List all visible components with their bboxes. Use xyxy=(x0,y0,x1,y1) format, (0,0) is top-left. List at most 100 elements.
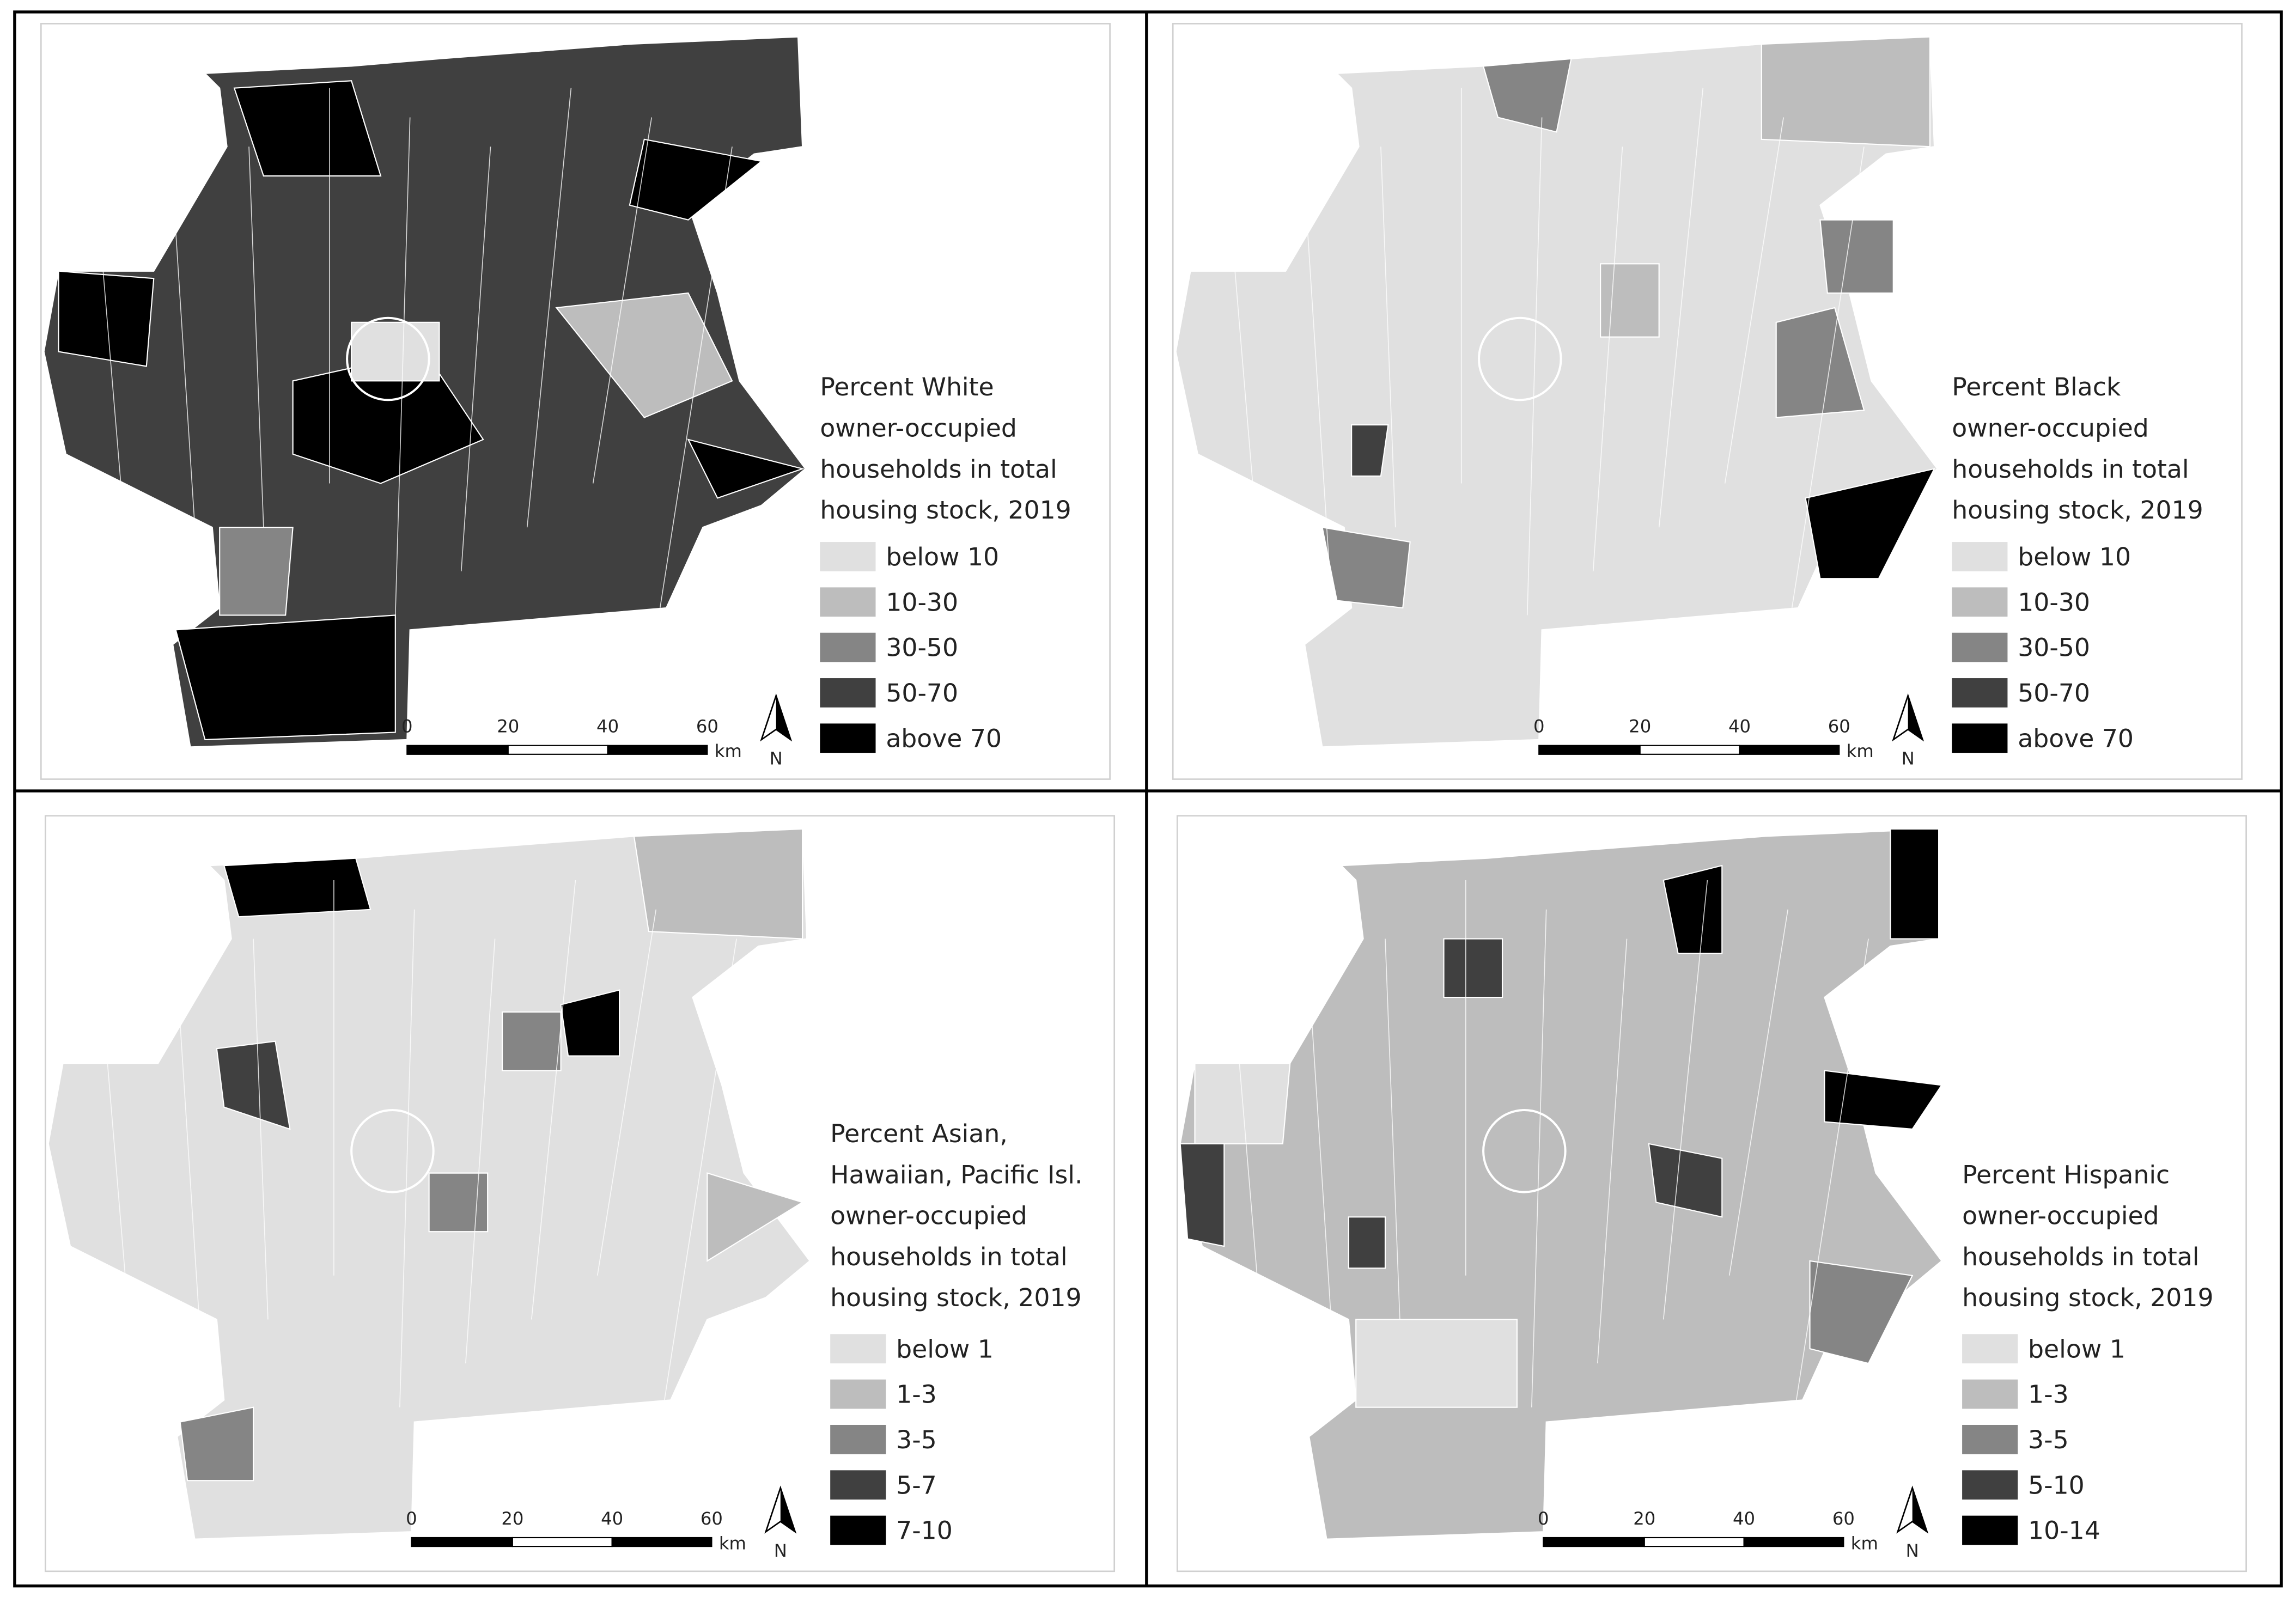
legend-title: owner-occupied xyxy=(830,1202,1027,1230)
tract-border xyxy=(87,88,132,615)
scale-label: 60 xyxy=(701,1508,723,1529)
tract-group xyxy=(501,1011,562,1071)
legend-swatch xyxy=(820,587,876,617)
tract-border xyxy=(1526,117,1543,615)
scale-segment xyxy=(406,745,509,755)
tract-border xyxy=(1592,147,1623,571)
legend-label: 5-7 xyxy=(896,1471,937,1500)
tract-group xyxy=(1648,1143,1723,1218)
city-core xyxy=(1478,316,1562,401)
tract-group xyxy=(351,321,440,382)
legend-label: above 70 xyxy=(886,724,1002,753)
legend-label: 10-14 xyxy=(2028,1516,2100,1545)
city-core xyxy=(1482,1109,1567,1193)
tract-group xyxy=(1890,828,1940,940)
city-core xyxy=(346,316,430,401)
scale-segment xyxy=(507,745,608,755)
scale-segment xyxy=(1643,1537,1745,1547)
tract-border xyxy=(1219,88,1264,615)
legend-title: households in total xyxy=(1962,1242,2199,1271)
scale-label: 40 xyxy=(601,1508,623,1529)
tract-border xyxy=(1300,117,1330,571)
north-label: N xyxy=(1902,748,1915,769)
tract-group xyxy=(1482,58,1572,133)
tract-group xyxy=(1761,36,1931,148)
legend-label: 50-70 xyxy=(2018,679,2090,708)
tract-border xyxy=(1790,147,1865,615)
north-label: N xyxy=(1906,1540,1919,1561)
legend-swatch xyxy=(1962,1424,2018,1454)
legend-label: 3-5 xyxy=(896,1425,937,1454)
tract-border xyxy=(253,938,269,1320)
legend-swatch xyxy=(830,1379,886,1409)
legend-title: Percent White xyxy=(820,373,994,401)
legend-label: 50-70 xyxy=(886,679,958,708)
tract-border xyxy=(1223,880,1269,1407)
tract-border xyxy=(1728,909,1789,1276)
legend-label: 30-50 xyxy=(2018,633,2090,662)
scale-label: 20 xyxy=(1629,716,1651,737)
legend-title: owner-occupied xyxy=(820,413,1017,442)
legend-swatch xyxy=(830,1334,886,1364)
tract-group xyxy=(1824,1070,1943,1130)
legend-label: below 10 xyxy=(2018,543,2131,571)
tract-border xyxy=(531,880,576,1320)
map-panel: Percent Hispanic owner-occupied households… xyxy=(1176,815,2247,1572)
scale-segment xyxy=(511,1537,613,1547)
tract-group xyxy=(1809,1260,1914,1364)
legend-label: 5-10 xyxy=(2028,1471,2085,1500)
legend-title: owner-occupied xyxy=(1952,413,2149,442)
scale-unit: km xyxy=(715,741,742,761)
legend-title: housing stock, 2019 xyxy=(820,496,1071,525)
tract-border xyxy=(394,117,411,615)
north-label: N xyxy=(774,1540,787,1561)
tract-border xyxy=(1531,909,1547,1407)
tract-border xyxy=(1658,88,1704,528)
tract-group xyxy=(175,614,396,741)
tract-group xyxy=(1351,424,1389,477)
tract-group xyxy=(1805,468,1936,580)
legend-swatch xyxy=(820,632,876,662)
scale-unit: km xyxy=(1851,1533,1878,1553)
tract-border xyxy=(172,909,203,1364)
scale-label: 20 xyxy=(501,1508,523,1529)
tract-group xyxy=(1443,938,1503,998)
legend-label: 1-3 xyxy=(896,1380,937,1409)
tract-group xyxy=(633,828,803,940)
tract-group xyxy=(428,1172,489,1233)
scale-segment xyxy=(411,1537,513,1547)
legend-swatch xyxy=(1952,678,2008,708)
legend-swatch xyxy=(820,723,876,753)
legend-title: households in total xyxy=(1952,455,2189,484)
tract-group xyxy=(560,989,620,1057)
legend-swatch xyxy=(1952,723,2008,753)
tract-group xyxy=(223,857,371,918)
tract-border xyxy=(399,909,415,1407)
map-panel: Percent Black owner-occupied households in… xyxy=(1172,23,2243,780)
scale-label: 40 xyxy=(596,716,619,737)
legend-label: below 1 xyxy=(2028,1334,2126,1363)
tract-group xyxy=(233,80,382,177)
tract-group xyxy=(1775,307,1865,418)
legend-title: housing stock, 2019 xyxy=(1962,1283,2213,1312)
city-core xyxy=(350,1109,435,1193)
tract-border xyxy=(465,938,496,1364)
legend-title: owner-occupied xyxy=(1962,1202,2159,1230)
tract-group xyxy=(1348,1216,1386,1269)
scale-segment xyxy=(1543,1537,1645,1547)
tract-group xyxy=(1179,1143,1225,1247)
legend-label: below 10 xyxy=(886,543,999,571)
tract-group xyxy=(555,292,733,418)
scale-segment xyxy=(1538,745,1641,755)
legend-title: households in total xyxy=(820,455,1057,484)
legend-title: Percent Asian, xyxy=(830,1119,1008,1148)
scale-segment xyxy=(1739,745,1840,755)
scale-segment xyxy=(1639,745,1740,755)
scale-segment xyxy=(1743,1537,1844,1547)
scale-label: 20 xyxy=(497,716,519,737)
scale-segment xyxy=(611,1537,712,1547)
tract-border xyxy=(248,147,264,528)
tract-border xyxy=(1380,147,1396,528)
legend-swatch xyxy=(830,1470,886,1500)
